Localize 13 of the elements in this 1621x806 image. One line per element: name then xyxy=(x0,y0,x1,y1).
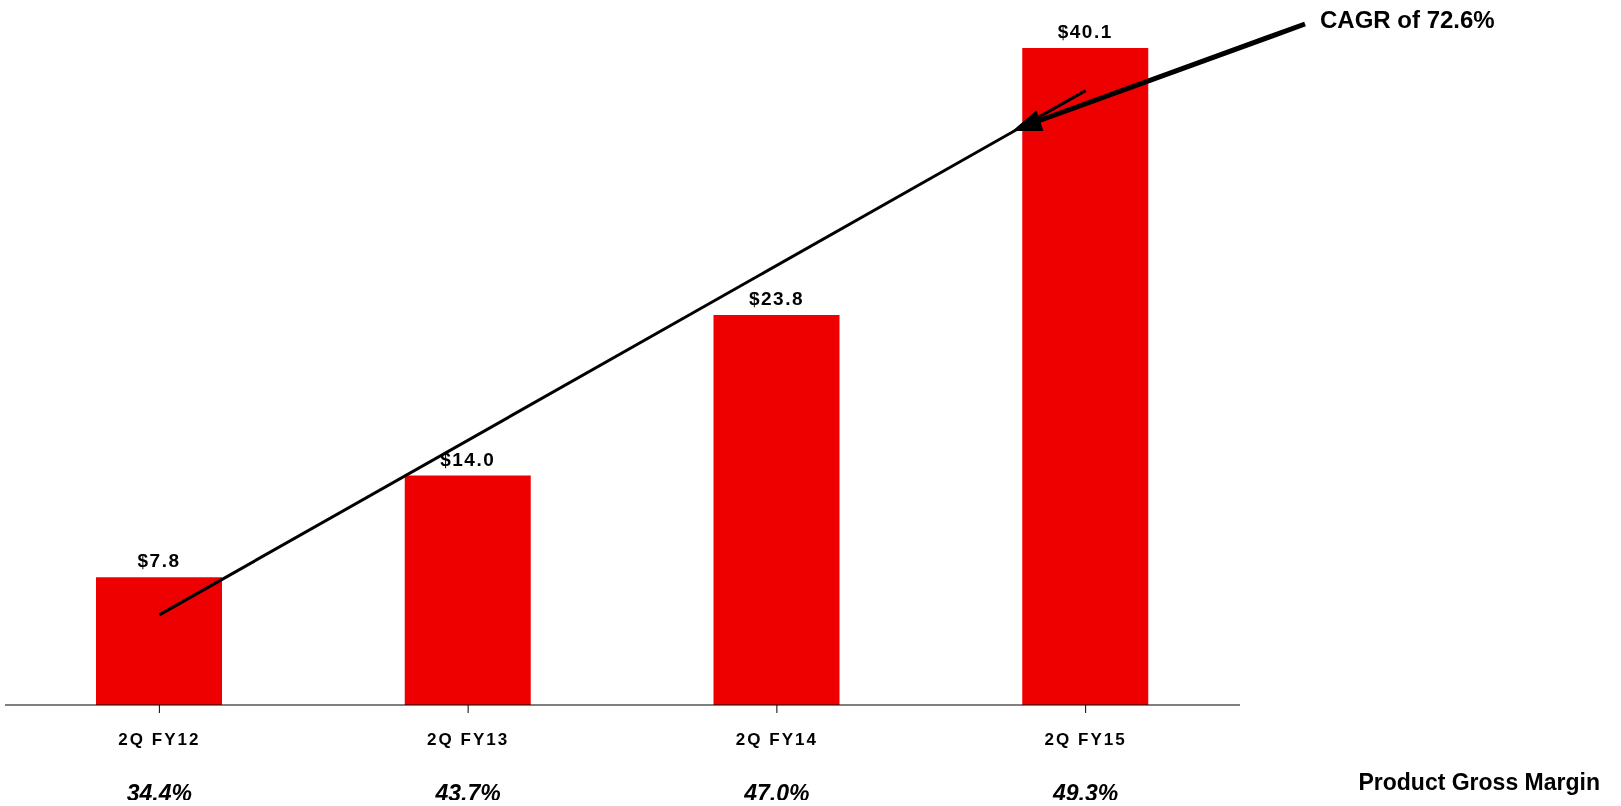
bar xyxy=(404,475,531,705)
x-tick-label: 2Q FY13 xyxy=(427,730,510,749)
data-label: $40.1 xyxy=(1057,21,1113,42)
x-tick-label: 2Q FY12 xyxy=(118,730,201,749)
x-tick-label: 2Q FY15 xyxy=(1044,730,1127,749)
data-label: $14.0 xyxy=(440,448,496,470)
text: Product Gross Margin xyxy=(1358,769,1600,795)
x-tick-label: 2Q FY14 xyxy=(735,730,818,749)
data-label: $23.8 xyxy=(748,288,805,310)
bar xyxy=(96,577,222,705)
bar xyxy=(713,315,840,705)
data-label: $7.8 xyxy=(137,550,181,572)
text: CAGR of 72.6% xyxy=(1320,6,1495,33)
